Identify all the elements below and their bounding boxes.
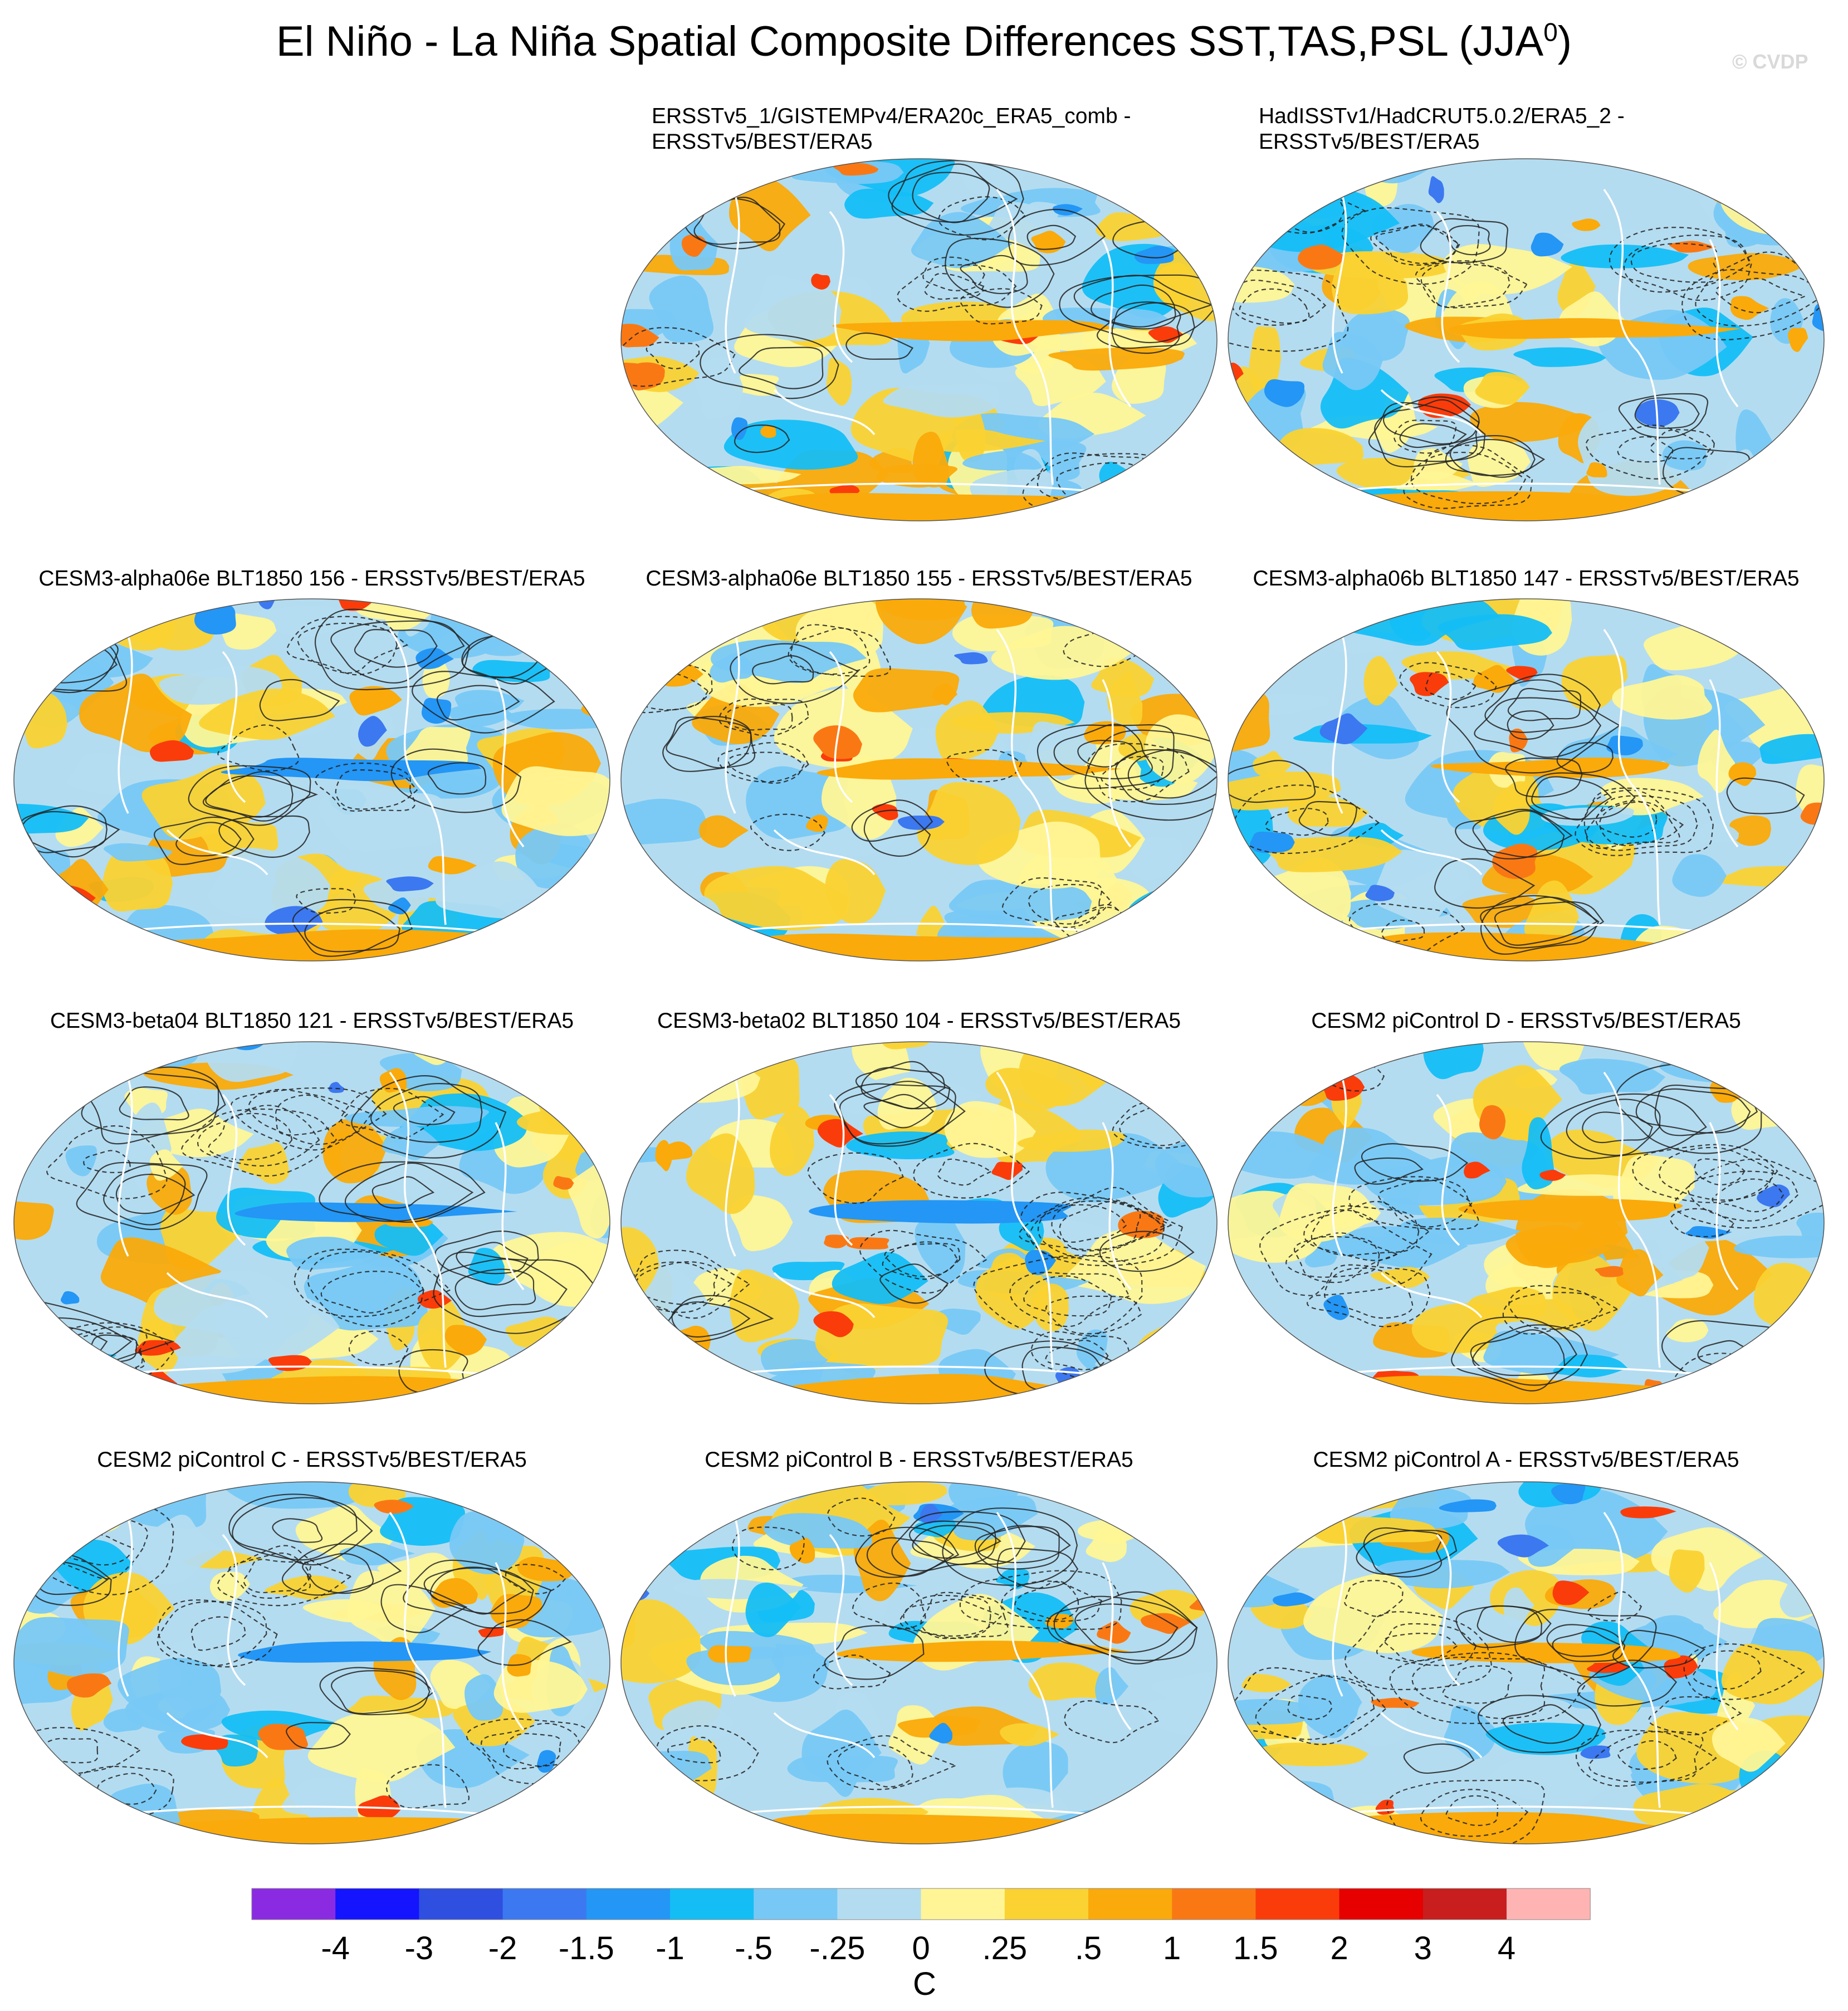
panel-title-line1: CESM3-alpha06e BLT1850 155 - ERSSTv5/BES… [646, 567, 1192, 590]
panel-title-line1: CESM2 piControl D - ERSSTv5/BEST/ERA5 [1311, 1009, 1741, 1033]
panel-title-line1: CESM3-alpha06e BLT1850 156 - ERSSTv5/BES… [38, 567, 585, 590]
colorbar-box-9 [1004, 1888, 1089, 1920]
panel-title-line2: ERSSTv5/BEST/ERA5 [652, 130, 873, 154]
colorbar-label: 0 [912, 1930, 930, 1966]
map-p10 [620, 1481, 1218, 1844]
panel-title-p2: HadISSTv1/HadCRUT5.0.2/ERA5_2 - ERSSTv5/B… [1259, 104, 1625, 155]
colorbar-box-14 [1422, 1888, 1507, 1920]
colorbar-box-8 [921, 1888, 1005, 1920]
panel-title-line1: CESM2 piControl B - ERSSTv5/BEST/ERA5 [705, 1448, 1133, 1472]
map-p6 [13, 1041, 610, 1404]
colorbar-label: -1.5 [558, 1930, 614, 1966]
colorbar-label: -1 [656, 1930, 685, 1966]
colorbar-label: -2 [488, 1930, 517, 1966]
panel-title-p6: CESM3-beta04 BLT1850 121 - ERSSTv5/BEST/… [11, 1008, 613, 1034]
map-p4 [620, 598, 1218, 961]
panel-title-p10: CESM2 piControl B - ERSSTv5/BEST/ERA5 [618, 1447, 1220, 1473]
map-p8 [1228, 1041, 1825, 1404]
map-p3 [13, 598, 610, 961]
panel-title-p11: CESM2 piControl A - ERSSTv5/BEST/ERA5 [1225, 1447, 1827, 1473]
colorbar-label: -.25 [809, 1930, 866, 1966]
colorbar-box-10 [1088, 1888, 1172, 1920]
panel-title-line1: CESM2 piControl C - ERSSTv5/BEST/ERA5 [97, 1448, 527, 1472]
map-p5 [1228, 598, 1825, 961]
colorbar-unit: C [913, 1966, 936, 2002]
map-p2 [1228, 158, 1825, 521]
panel-title-p1: ERSSTv5_1/GISTEMPv4/ERA20c_ERA5_comb - ER… [652, 104, 1131, 155]
panel-title-p3: CESM3-alpha06e BLT1850 156 - ERSSTv5/BES… [11, 566, 613, 592]
colorbar-box-4 [586, 1888, 671, 1920]
colorbar-label: .25 [982, 1930, 1028, 1966]
colorbar-box-2 [419, 1888, 503, 1920]
page-title-text: El Niño - La Niña Spatial Composite Diff… [276, 18, 1544, 65]
map-p9 [13, 1481, 610, 1844]
colorbar-box-1 [335, 1888, 419, 1920]
colorbar-label: -4 [321, 1930, 350, 1966]
page-title: El Niño - La Niña Spatial Composite Diff… [0, 17, 1848, 67]
colorbar-box-13 [1339, 1888, 1424, 1920]
panel-title-p7: CESM3-beta02 BLT1850 104 - ERSSTv5/BEST/… [618, 1008, 1220, 1034]
panel-title-p8: CESM2 piControl D - ERSSTv5/BEST/ERA5 [1225, 1008, 1827, 1034]
colorbar-box-12 [1255, 1888, 1340, 1920]
panel-title-line1: CESM2 piControl A - ERSSTv5/BEST/ERA5 [1313, 1448, 1739, 1472]
panel-title-p9: CESM2 piControl C - ERSSTv5/BEST/ERA5 [11, 1447, 613, 1473]
panel-title-line1: CESM3-beta04 BLT1850 121 - ERSSTv5/BEST/… [50, 1009, 574, 1033]
panel-title-line1: HadISSTv1/HadCRUT5.0.2/ERA5_2 - [1259, 104, 1625, 128]
map-p1 [620, 158, 1218, 521]
colorbar-box-3 [502, 1888, 587, 1920]
panel-title-line1: CESM3-beta02 BLT1850 104 - ERSSTv5/BEST/… [657, 1009, 1181, 1033]
colorbar-label: 4 [1497, 1930, 1516, 1966]
colorbar-label: 1 [1163, 1930, 1181, 1966]
colorbar-box-0 [252, 1888, 336, 1920]
colorbar-label: -3 [404, 1930, 434, 1966]
cvdp-watermark: © CVDP [1732, 50, 1808, 73]
panel-title-line1: ERSSTv5_1/GISTEMPv4/ERA20c_ERA5_comb - [652, 104, 1131, 128]
colorbar-box-15 [1507, 1888, 1591, 1920]
map-p7 [620, 1041, 1218, 1404]
colorbar-label: .5 [1074, 1930, 1102, 1966]
colorbar-box-11 [1172, 1888, 1256, 1920]
colorbar-box-6 [754, 1888, 838, 1920]
colorbar-label: 1.5 [1233, 1930, 1278, 1966]
colorbar-box-7 [837, 1888, 922, 1920]
panel-title-p4: CESM3-alpha06e BLT1850 155 - ERSSTv5/BES… [618, 566, 1220, 592]
page-title-superscript: 0 [1543, 17, 1558, 47]
panel-title-line2: ERSSTv5/BEST/ERA5 [1259, 130, 1480, 154]
page-title-close: ) [1557, 18, 1572, 65]
panel-title-p5: CESM3-alpha06b BLT1850 147 - ERSSTv5/BES… [1225, 566, 1827, 592]
colorbar-label: 2 [1330, 1930, 1348, 1966]
panel-title-line1: CESM3-alpha06b BLT1850 147 - ERSSTv5/BES… [1253, 567, 1800, 590]
colorbar-box-5 [670, 1888, 754, 1920]
colorbar-label: -.5 [735, 1930, 773, 1966]
colorbar-label: 3 [1414, 1930, 1432, 1966]
map-p11 [1228, 1481, 1825, 1844]
